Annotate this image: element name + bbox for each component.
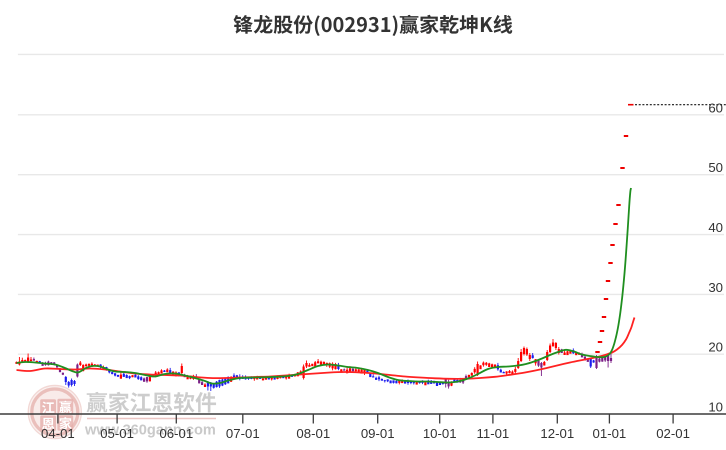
svg-text:50: 50 — [708, 160, 723, 175]
svg-text:40: 40 — [708, 220, 723, 235]
svg-text:20: 20 — [708, 340, 723, 355]
svg-text:11-01: 11-01 — [477, 426, 510, 441]
svg-text:10: 10 — [708, 400, 723, 415]
svg-text:05-01: 05-01 — [100, 426, 134, 441]
svg-text:60: 60 — [708, 100, 723, 115]
svg-text:04-01: 04-01 — [41, 426, 75, 441]
svg-text:12-01: 12-01 — [540, 426, 574, 441]
svg-text:www.360gann.com: www.360gann.com — [84, 423, 216, 439]
svg-text:02-01: 02-01 — [656, 426, 690, 441]
svg-text:30: 30 — [708, 280, 723, 295]
svg-text:09-01: 09-01 — [361, 426, 395, 441]
svg-text:08-01: 08-01 — [296, 426, 330, 441]
svg-text:01-01: 01-01 — [593, 426, 627, 441]
svg-text:07-01: 07-01 — [226, 426, 260, 441]
svg-text:06-01: 06-01 — [159, 426, 193, 441]
svg-text:10-01: 10-01 — [423, 426, 457, 441]
